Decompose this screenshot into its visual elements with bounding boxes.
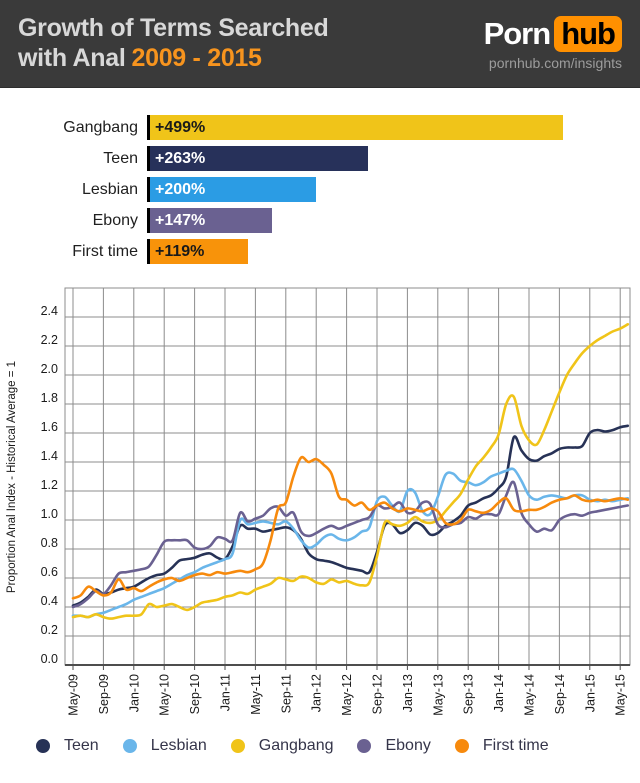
bar-value-label: +147% [155, 211, 206, 229]
svg-text:Sep-13: Sep-13 [462, 674, 476, 714]
bar-value-label: +200% [155, 180, 206, 198]
svg-text:1.2: 1.2 [41, 478, 58, 492]
svg-text:2.0: 2.0 [41, 362, 58, 376]
bar-chart: Gangbang +499% Teen +263% Lesbian +200% Ebony +… [0, 88, 640, 285]
svg-text:0.0: 0.0 [41, 652, 58, 666]
logo-part1: Porn [483, 16, 552, 51]
svg-text:May-13: May-13 [431, 674, 445, 716]
svg-text:Jan-15: Jan-15 [583, 674, 597, 712]
bar: +200% [150, 177, 316, 202]
logo-part2: hub [554, 16, 622, 52]
series-line-lesbian [71, 467, 630, 619]
bar-row: Gangbang +499% [0, 115, 640, 140]
legend-color-dot [357, 739, 372, 753]
legend-color-dot [36, 739, 50, 753]
title-years: 2009 - 2015 [131, 43, 262, 72]
svg-text:Jan-14: Jan-14 [492, 674, 506, 712]
brand-block: Porn hub pornhub.com/insights [484, 16, 622, 71]
bar-value-label: +499% [155, 118, 206, 136]
x-axis-labels: May-09 Sep-09 Jan-10 May-10 Sep-10 Jan-11 May-… [67, 674, 628, 716]
svg-text:Jan-10: Jan-10 [127, 674, 141, 712]
legend-item: Lesbian [122, 737, 207, 755]
bar-row: Lesbian +200% [0, 177, 640, 202]
bar-row: Ebony +147% [0, 208, 640, 233]
page-title: Growth of Terms Searched with Anal 2009 -… [18, 14, 329, 74]
series-line-gangbang [71, 323, 630, 620]
bar: +147% [150, 208, 272, 233]
legend-label: Lesbian [150, 737, 207, 754]
pornhub-logo: Porn hub [484, 16, 622, 52]
svg-text:May-09: May-09 [67, 674, 81, 716]
svg-text:Sep-09: Sep-09 [97, 674, 111, 714]
svg-text:May-11: May-11 [249, 674, 263, 715]
line-chart: 0.0 0.2 0.4 0.6 0.8 1.0 1.2 1.4 1.6 1.8 2.0 2.2 2.4 M… [0, 285, 640, 735]
bar-chart-rows: Gangbang +499% Teen +263% Lesbian +200% Ebony +… [0, 115, 640, 264]
svg-text:May-10: May-10 [158, 674, 172, 716]
svg-text:Jan-12: Jan-12 [310, 674, 324, 712]
bar-category-label: Ebony [92, 211, 138, 229]
bar-value-label: +119% [155, 242, 205, 260]
svg-text:1.6: 1.6 [41, 420, 58, 434]
svg-text:May-15: May-15 [614, 674, 628, 716]
line-chart-svg: 0.0 0.2 0.4 0.6 0.8 1.0 1.2 1.4 1.6 1.8 2.0 2.2 2.4 M… [6, 287, 631, 716]
legend-item: Gangbang [230, 737, 334, 755]
legend-color-dot [454, 739, 469, 753]
bar: +119% [150, 239, 248, 264]
legend-item: Teen [36, 737, 99, 755]
bar-track: +119% [147, 239, 640, 264]
svg-text:0.8: 0.8 [41, 536, 58, 550]
title-line2-text: with Anal [18, 43, 126, 72]
svg-text:1.4: 1.4 [41, 449, 58, 463]
y-axis-labels: 0.0 0.2 0.4 0.6 0.8 1.0 1.2 1.4 1.6 1.8 2.0 2.2 2.4 [41, 304, 58, 666]
svg-text:0.4: 0.4 [41, 594, 58, 608]
legend-label: Teen [64, 737, 99, 754]
svg-text:Jan-13: Jan-13 [401, 674, 415, 712]
logo-subtitle: pornhub.com/insights [488, 55, 622, 71]
bar-row: First time +119% [0, 239, 640, 264]
series-line-ebony [71, 480, 630, 609]
legend-color-dot [230, 739, 245, 753]
y-axis-title: Proportion Anal Index - Historical Avera… [6, 361, 18, 593]
header: Growth of Terms Searched with Anal 2009 -… [0, 0, 640, 88]
svg-text:0.2: 0.2 [41, 623, 58, 637]
svg-text:May-12: May-12 [340, 674, 354, 716]
svg-text:Sep-10: Sep-10 [188, 674, 202, 714]
series-line-teen [71, 424, 630, 607]
title-line2: with Anal 2009 - 2015 [18, 44, 328, 74]
bar-category-label: Teen [103, 149, 138, 167]
svg-text:1.0: 1.0 [41, 507, 58, 521]
bar-category-label: Lesbian [81, 180, 138, 198]
gridlines [65, 287, 630, 670]
bar: +263% [150, 146, 368, 171]
series-line-first-time [71, 455, 630, 600]
bar-track: +499% [147, 115, 640, 140]
bar-track: +263% [147, 146, 640, 171]
legend-label: Ebony [385, 737, 431, 754]
bar-row: Teen +263% [0, 146, 640, 171]
svg-text:Sep-11: Sep-11 [279, 674, 293, 713]
svg-text:0.6: 0.6 [41, 565, 58, 579]
legend-item: Ebony [357, 737, 431, 755]
svg-text:Sep-14: Sep-14 [553, 674, 567, 714]
bar-track: +200% [147, 177, 640, 202]
title-line1: Growth of Terms Searched [18, 14, 329, 42]
svg-text:2.2: 2.2 [41, 333, 58, 347]
svg-text:May-14: May-14 [523, 674, 537, 716]
bar: +499% [150, 115, 563, 140]
plot-border [64, 287, 631, 666]
legend-color-dot [122, 739, 137, 753]
bar-category-label: First time [72, 242, 138, 260]
svg-text:Jan-11: Jan-11 [219, 674, 233, 711]
svg-text:1.8: 1.8 [41, 391, 58, 405]
legend-label: First time [482, 737, 549, 754]
bar-value-label: +263% [155, 149, 206, 167]
chart-legend: Teen Lesbian Gangbang Ebony First time [36, 737, 573, 755]
bar-category-label: Gangbang [63, 118, 138, 136]
svg-text:2.4: 2.4 [41, 304, 58, 318]
legend-label: Gangbang [258, 737, 334, 754]
legend-item: First time [454, 737, 549, 755]
svg-text:Sep-12: Sep-12 [371, 674, 385, 714]
bar-track: +147% [147, 208, 640, 233]
